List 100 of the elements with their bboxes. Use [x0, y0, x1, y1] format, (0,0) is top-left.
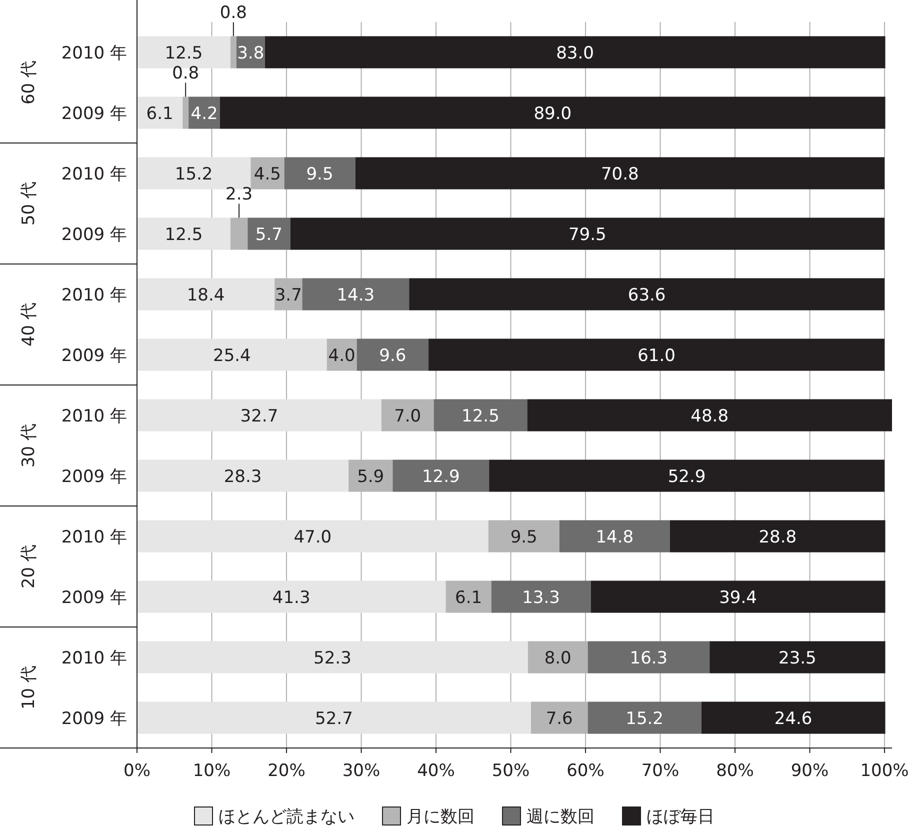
text: 50 代 — [19, 181, 39, 226]
bar — [588, 641, 710, 674]
data-label: 12.9 — [422, 466, 460, 487]
x-tick-label: 100% — [860, 761, 909, 781]
data-label: 8.0 — [544, 648, 572, 668]
data-label: 39.4 — [719, 588, 757, 608]
data-label: 9.6 — [379, 346, 406, 366]
data-label: 9.5 — [306, 164, 334, 184]
data-label: 0.8 — [172, 64, 200, 84]
data-label: 89.0 — [534, 104, 572, 124]
data-label: 47.0 — [294, 527, 332, 548]
text: 30 代 — [19, 423, 39, 468]
y-tick-label: 2010 年 — [61, 406, 127, 426]
legend-label: ほぼ毎日 — [646, 807, 714, 827]
bar — [230, 36, 236, 68]
data-label: 52.7 — [315, 708, 353, 729]
data-label: 52.3 — [314, 648, 352, 668]
y-tick-label: 2009 年 — [61, 588, 127, 608]
data-label: 13.3 — [522, 588, 560, 608]
data-label: 4.5 — [254, 164, 281, 184]
bar — [302, 278, 410, 310]
bar — [284, 157, 356, 190]
legend-label: ほとんど読まない — [218, 807, 354, 827]
data-label: 0.8 — [220, 3, 247, 24]
text: 60 代 — [19, 60, 39, 105]
data-label: 14.3 — [336, 285, 375, 306]
bar — [392, 460, 490, 492]
x-tick-label: 90% — [790, 761, 829, 781]
bar — [588, 702, 702, 734]
bar — [527, 399, 892, 432]
bar — [381, 399, 434, 432]
bar — [446, 580, 492, 613]
legend-label: 週に数回 — [526, 807, 594, 827]
text: 10 代 — [19, 665, 39, 710]
x-tick-label: 80% — [716, 761, 754, 781]
data-label: 25.4 — [213, 346, 251, 366]
data-label: 12.5 — [164, 224, 203, 245]
x-tick-label: 30% — [342, 761, 380, 781]
x-tick-label: 20% — [268, 761, 306, 781]
bar — [137, 580, 446, 613]
data-label: 7.0 — [394, 406, 422, 426]
bar — [137, 96, 183, 129]
data-label: 6.1 — [455, 588, 482, 608]
data-label: 79.5 — [568, 224, 606, 245]
bar — [409, 278, 885, 310]
data-label: 61.0 — [638, 346, 676, 366]
data-label: 63.6 — [628, 285, 666, 306]
bar — [182, 96, 189, 129]
data-label: 48.8 — [690, 406, 729, 426]
data-label: 23.5 — [778, 648, 816, 668]
bar — [137, 278, 275, 310]
data-label: 5.7 — [255, 224, 282, 245]
bar — [710, 641, 886, 674]
bar — [248, 218, 290, 250]
bar — [220, 96, 886, 129]
data-label: 3.8 — [237, 43, 264, 64]
x-tick-label: 50% — [492, 761, 530, 781]
text: 20 代 — [19, 544, 39, 589]
data-label: 12.5 — [462, 406, 500, 426]
data-label: 4.2 — [190, 104, 218, 124]
data-label: 3.7 — [274, 285, 302, 306]
data-label: 15.2 — [626, 708, 664, 729]
x-tick-label: 70% — [641, 761, 680, 781]
data-label: 83.0 — [556, 43, 594, 64]
y-tick-label: 2010 年 — [61, 164, 127, 184]
bar — [137, 460, 349, 492]
bar — [137, 399, 382, 432]
bar — [559, 520, 670, 552]
y-tick-label: 2009 年 — [61, 346, 127, 366]
y-tick-label: 2010 年 — [61, 43, 127, 64]
bar — [434, 399, 528, 432]
data-label: 9.5 — [510, 527, 538, 548]
y-tick-label: 2009 年 — [61, 224, 127, 245]
bar — [355, 157, 885, 190]
data-label: 41.3 — [272, 588, 310, 608]
data-label: 7.6 — [546, 708, 573, 729]
bar — [188, 96, 220, 129]
bar — [264, 36, 886, 68]
x-tick-label: 40% — [417, 761, 455, 781]
data-label: 4.0 — [328, 346, 356, 366]
bar — [137, 218, 230, 250]
data-label: 28.8 — [758, 527, 797, 548]
x-tick-label: 10% — [192, 761, 231, 781]
bar — [428, 338, 885, 371]
bar — [230, 218, 248, 250]
data-label: 70.8 — [600, 164, 639, 184]
bar — [137, 641, 528, 674]
data-label: 28.3 — [224, 466, 262, 487]
x-tick-label: 0% — [124, 761, 150, 781]
data-label: 24.6 — [774, 708, 812, 729]
bar — [137, 520, 488, 552]
bar — [670, 520, 886, 552]
bar — [701, 702, 886, 734]
data-label: 52.9 — [668, 466, 706, 487]
data-label: 5.9 — [357, 466, 384, 487]
data-label: 14.8 — [596, 527, 634, 548]
bar — [137, 338, 327, 371]
bar — [356, 338, 429, 371]
data-label: 16.3 — [630, 648, 668, 668]
bar — [590, 580, 886, 613]
